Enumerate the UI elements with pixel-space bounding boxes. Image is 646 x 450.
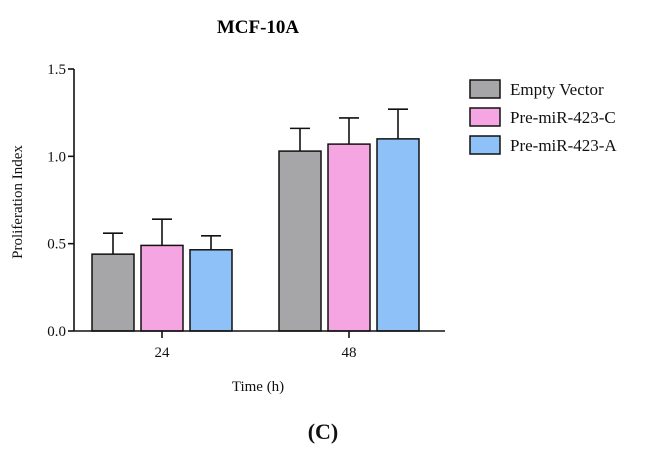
plot-area: 0.0 0.5 1.0 1.5 24 48 xyxy=(47,62,445,361)
bar xyxy=(91,253,135,332)
x-tick-label: 24 xyxy=(155,345,171,361)
y-tick-label: 1.0 xyxy=(47,149,66,165)
legend-swatch xyxy=(469,135,501,155)
legend-swatch xyxy=(469,107,501,127)
y-tick-label: 0.0 xyxy=(47,324,66,340)
legend-swatch xyxy=(469,79,501,99)
bar xyxy=(327,143,371,332)
bar xyxy=(189,249,233,332)
y-axis-label: Proliferation Index xyxy=(10,145,26,259)
legend-label: Pre-miR-423-C xyxy=(510,108,616,127)
bar-chart: MCF-10A 0.0 0.5 1.0 1.5 24 48 Time (h) Prolif… xyxy=(10,17,617,395)
x-axis-label: Time (h) xyxy=(232,379,284,395)
legend: Empty Vector Pre-miR-423-C Pre-miR-423-A xyxy=(469,79,617,155)
x-tick-label: 48 xyxy=(342,345,357,361)
y-tick-label: 0.5 xyxy=(47,237,66,253)
chart-title: MCF-10A xyxy=(217,17,300,38)
legend-label: Pre-miR-423-A xyxy=(510,136,617,155)
legend-label: Empty Vector xyxy=(510,80,604,99)
y-tick-label: 1.5 xyxy=(47,62,66,78)
bar xyxy=(376,138,420,332)
panel-label: (C) xyxy=(307,419,339,444)
bar xyxy=(278,150,322,332)
bar xyxy=(140,244,184,332)
